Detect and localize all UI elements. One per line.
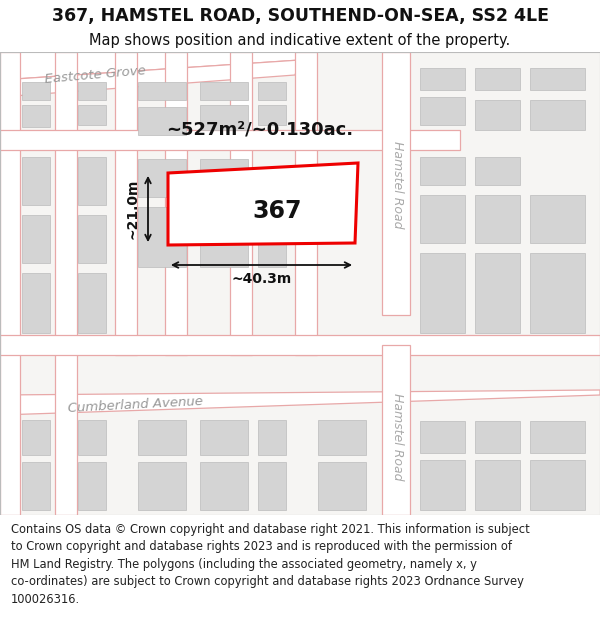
Text: Contains OS data © Crown copyright and database right 2021. This information is : Contains OS data © Crown copyright and d…: [11, 522, 530, 606]
Bar: [475, 157, 520, 185]
Bar: [475, 253, 520, 333]
Bar: [22, 420, 50, 455]
Text: Hamstel Road: Hamstel Road: [391, 141, 404, 229]
Bar: [530, 253, 585, 333]
Bar: [530, 100, 585, 130]
Bar: [475, 195, 520, 243]
Text: ~21.0m: ~21.0m: [125, 179, 139, 239]
Text: Cumberland Avenue: Cumberland Avenue: [67, 395, 203, 415]
Bar: [420, 97, 465, 125]
Bar: [22, 273, 50, 333]
Bar: [55, 52, 77, 515]
Bar: [22, 157, 50, 205]
Polygon shape: [0, 390, 600, 415]
Bar: [138, 462, 186, 510]
Bar: [258, 105, 286, 125]
Bar: [78, 462, 106, 510]
Text: 367, HAMSTEL ROAD, SOUTHEND-ON-SEA, SS2 4LE: 367, HAMSTEL ROAD, SOUTHEND-ON-SEA, SS2 …: [52, 7, 548, 24]
Bar: [530, 460, 585, 510]
Bar: [258, 462, 286, 510]
Bar: [475, 421, 520, 453]
Bar: [530, 195, 585, 243]
Bar: [22, 82, 50, 100]
Bar: [420, 195, 465, 243]
Bar: [420, 460, 465, 510]
Text: ~527m²/~0.130ac.: ~527m²/~0.130ac.: [166, 121, 353, 139]
Bar: [318, 462, 366, 510]
Bar: [138, 420, 186, 455]
Text: 367: 367: [253, 199, 302, 223]
Bar: [138, 107, 186, 135]
Bar: [530, 421, 585, 453]
Bar: [258, 227, 286, 267]
Bar: [22, 105, 50, 127]
Bar: [200, 105, 248, 130]
Bar: [200, 82, 248, 100]
Bar: [138, 159, 186, 197]
Bar: [200, 159, 248, 197]
Bar: [22, 462, 50, 510]
Text: Hamstel Road: Hamstel Road: [391, 393, 404, 481]
Polygon shape: [0, 60, 300, 97]
Bar: [420, 421, 465, 453]
Bar: [475, 68, 520, 90]
Bar: [420, 68, 465, 90]
Polygon shape: [168, 163, 358, 245]
Bar: [115, 52, 137, 355]
Bar: [200, 462, 248, 510]
Bar: [530, 68, 585, 90]
Bar: [0, 52, 20, 515]
Bar: [78, 273, 106, 333]
Bar: [258, 169, 286, 217]
Bar: [295, 52, 317, 355]
Bar: [258, 420, 286, 455]
Bar: [200, 420, 248, 455]
Bar: [22, 215, 50, 263]
Bar: [78, 215, 106, 263]
Text: Eastcote Grove: Eastcote Grove: [44, 64, 146, 86]
Text: ~40.3m: ~40.3m: [232, 272, 292, 286]
Bar: [138, 207, 186, 267]
Bar: [420, 157, 465, 185]
Bar: [475, 460, 520, 510]
Bar: [318, 420, 366, 455]
Polygon shape: [0, 52, 310, 80]
Bar: [78, 82, 106, 100]
Bar: [165, 52, 187, 355]
Bar: [200, 207, 248, 267]
Bar: [475, 100, 520, 130]
Bar: [0, 335, 600, 355]
Bar: [78, 420, 106, 455]
Bar: [382, 345, 410, 515]
Bar: [230, 52, 252, 355]
Text: Map shows position and indicative extent of the property.: Map shows position and indicative extent…: [89, 33, 511, 48]
Bar: [0, 130, 460, 150]
Bar: [78, 157, 106, 205]
Bar: [78, 105, 106, 125]
Bar: [258, 82, 286, 100]
Bar: [382, 52, 410, 315]
Bar: [420, 253, 465, 333]
Bar: [138, 82, 186, 100]
